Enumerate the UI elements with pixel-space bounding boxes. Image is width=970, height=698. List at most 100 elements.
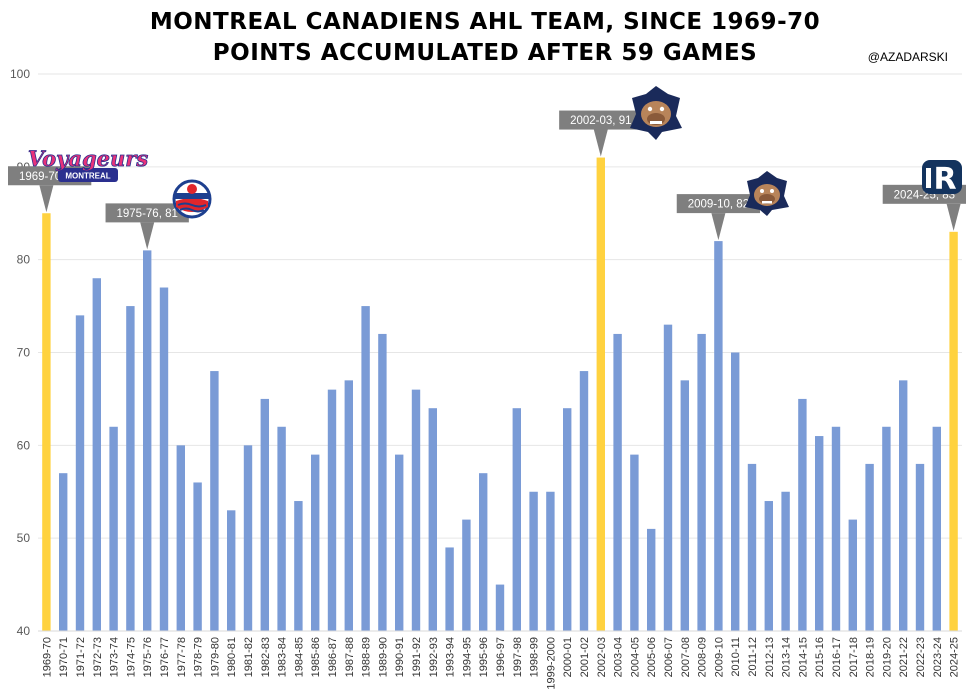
bar-2011-12 [747, 463, 757, 631]
y-tick-label: 70 [17, 346, 31, 360]
x-tick-label: 2012-13 [764, 637, 776, 677]
x-tick-label: 1973-74 [109, 637, 121, 677]
x-tick-label: 1992-93 [428, 637, 440, 677]
bar-2010-11 [731, 352, 740, 631]
callout-label: 2009-10, 82 [688, 199, 749, 211]
bar-1976-77 [159, 287, 169, 631]
x-tick-label: 1996-97 [495, 637, 507, 677]
x-tick-label: 1987-88 [344, 637, 356, 677]
x-tick-label: 2006-07 [663, 637, 675, 677]
voyageurs-logo: MONTREAL Voyageurs [27, 146, 149, 182]
chart-title-line1: MONTREAL CANADIENS AHL TEAM, SINCE 1969-… [149, 9, 821, 35]
x-tick-label: 2018-19 [865, 637, 877, 677]
x-tick-label: 1983-84 [277, 637, 289, 677]
bar-2018-19 [865, 463, 874, 631]
x-tick-label: 2009-10 [713, 637, 725, 677]
chart-title-line2: POINTS ACCUMULATED AFTER 59 GAMES [212, 40, 758, 66]
bar-1978-79 [193, 482, 202, 631]
x-tick-label: 1999-2000 [545, 637, 557, 690]
bar-2022-23 [915, 463, 925, 631]
y-tick-label: 80 [17, 253, 31, 267]
bar-2003-04 [613, 333, 622, 631]
bar-1988-89 [361, 306, 370, 631]
bar-2007-08 [680, 380, 689, 631]
x-tick-label: 2010-11 [730, 637, 742, 677]
x-tick-label: 1998-99 [529, 637, 541, 677]
x-tick-label: 2011-12 [747, 637, 759, 677]
callout-label: 2002-03, 91 [570, 115, 631, 127]
laval-rocket-logo: R [922, 160, 962, 197]
x-tick-label: 1970-71 [58, 637, 70, 677]
bar-1994-95 [462, 519, 471, 631]
bar-1997-98 [512, 408, 521, 631]
bar-1977-78 [176, 445, 185, 631]
bar-1975-76 [143, 250, 152, 631]
x-tick-label: 1974-75 [125, 637, 137, 677]
bar-1985-86 [311, 454, 320, 631]
bar-2009-10 [714, 241, 723, 631]
bar-1990-91 [395, 454, 404, 631]
callout-1975-76: 1975-76, 81 [105, 203, 189, 250]
x-tick-label: 2005-06 [646, 637, 658, 677]
bar-2017-18 [848, 519, 857, 631]
y-tick-label: 100 [10, 67, 30, 81]
bar-2012-13 [764, 501, 773, 631]
bar-1970-71 [59, 473, 68, 631]
bar-1979-80 [210, 371, 219, 631]
x-tick-label: 1993-94 [445, 637, 457, 677]
author-credit: @AZADARSKI [867, 50, 948, 64]
bar-1980-81 [227, 510, 236, 631]
x-tick-label: 2024-25 [949, 637, 961, 677]
y-tick-label: 50 [17, 531, 31, 545]
bar-2013-14 [781, 491, 790, 631]
bars [42, 157, 958, 632]
x-tick-label: 2014-15 [797, 637, 809, 677]
x-tick-label: 1969-70 [41, 637, 53, 677]
x-tick-label: 1990-91 [394, 637, 406, 677]
x-tick-label: 2023-24 [932, 637, 944, 677]
nova-scotia-voyageurs-logo [172, 179, 212, 219]
bar-1969-70 [42, 213, 51, 631]
x-tick-label: 2013-14 [781, 637, 793, 677]
x-tick-label: 1979-80 [209, 637, 221, 677]
x-tick-label: 2015-16 [814, 637, 826, 677]
bar-2004-05 [630, 454, 639, 631]
x-tick-label: 2002-03 [596, 637, 608, 677]
x-tick-label: 1981-82 [243, 637, 255, 677]
x-tick-label: 2017-18 [848, 637, 860, 677]
bar-2024-25 [949, 231, 958, 632]
x-tick-label: 1986-87 [327, 637, 339, 677]
x-tick-label: 1977-78 [176, 637, 188, 677]
bar-2006-07 [663, 324, 673, 631]
x-tick-label: 1982-83 [260, 637, 272, 677]
bar-1992-93 [428, 408, 437, 631]
x-tick-label: 1972-73 [92, 637, 104, 677]
x-axis: 1969-70 1970-71 1971-72 1972-73 1973-74 1974-… [38, 630, 962, 690]
bar-1986-87 [327, 389, 337, 631]
x-tick-label: 1997-98 [512, 637, 524, 677]
bar-1981-82 [243, 445, 253, 631]
bar-1995-96 [479, 473, 488, 631]
x-tick-label: 2007-08 [680, 637, 692, 677]
svg-text:Voyageurs: Voyageurs [28, 146, 149, 171]
y-tick-label: 40 [17, 624, 31, 638]
x-tick-label: 2021-22 [898, 637, 910, 677]
bar-1971-72 [75, 315, 85, 631]
y-tick-label: 60 [17, 438, 31, 452]
x-tick-label: 1985-86 [310, 637, 322, 677]
x-tick-label: 2000-01 [562, 637, 574, 677]
bar-2001-02 [579, 371, 589, 631]
callout-2009-10: 2009-10, 82 [676, 194, 761, 241]
bar-2019-20 [882, 426, 891, 631]
bar-1984-85 [294, 501, 303, 631]
x-tick-label: 2004-05 [629, 637, 641, 677]
bar-2016-17 [831, 426, 841, 631]
bar-1987-88 [344, 380, 353, 631]
bar-1974-75 [126, 306, 135, 631]
bar-2005-06 [647, 528, 656, 631]
x-tick-label: 2001-02 [579, 637, 591, 677]
x-tick-label: 2003-04 [613, 637, 625, 677]
x-tick-label: 1975-76 [142, 637, 154, 677]
